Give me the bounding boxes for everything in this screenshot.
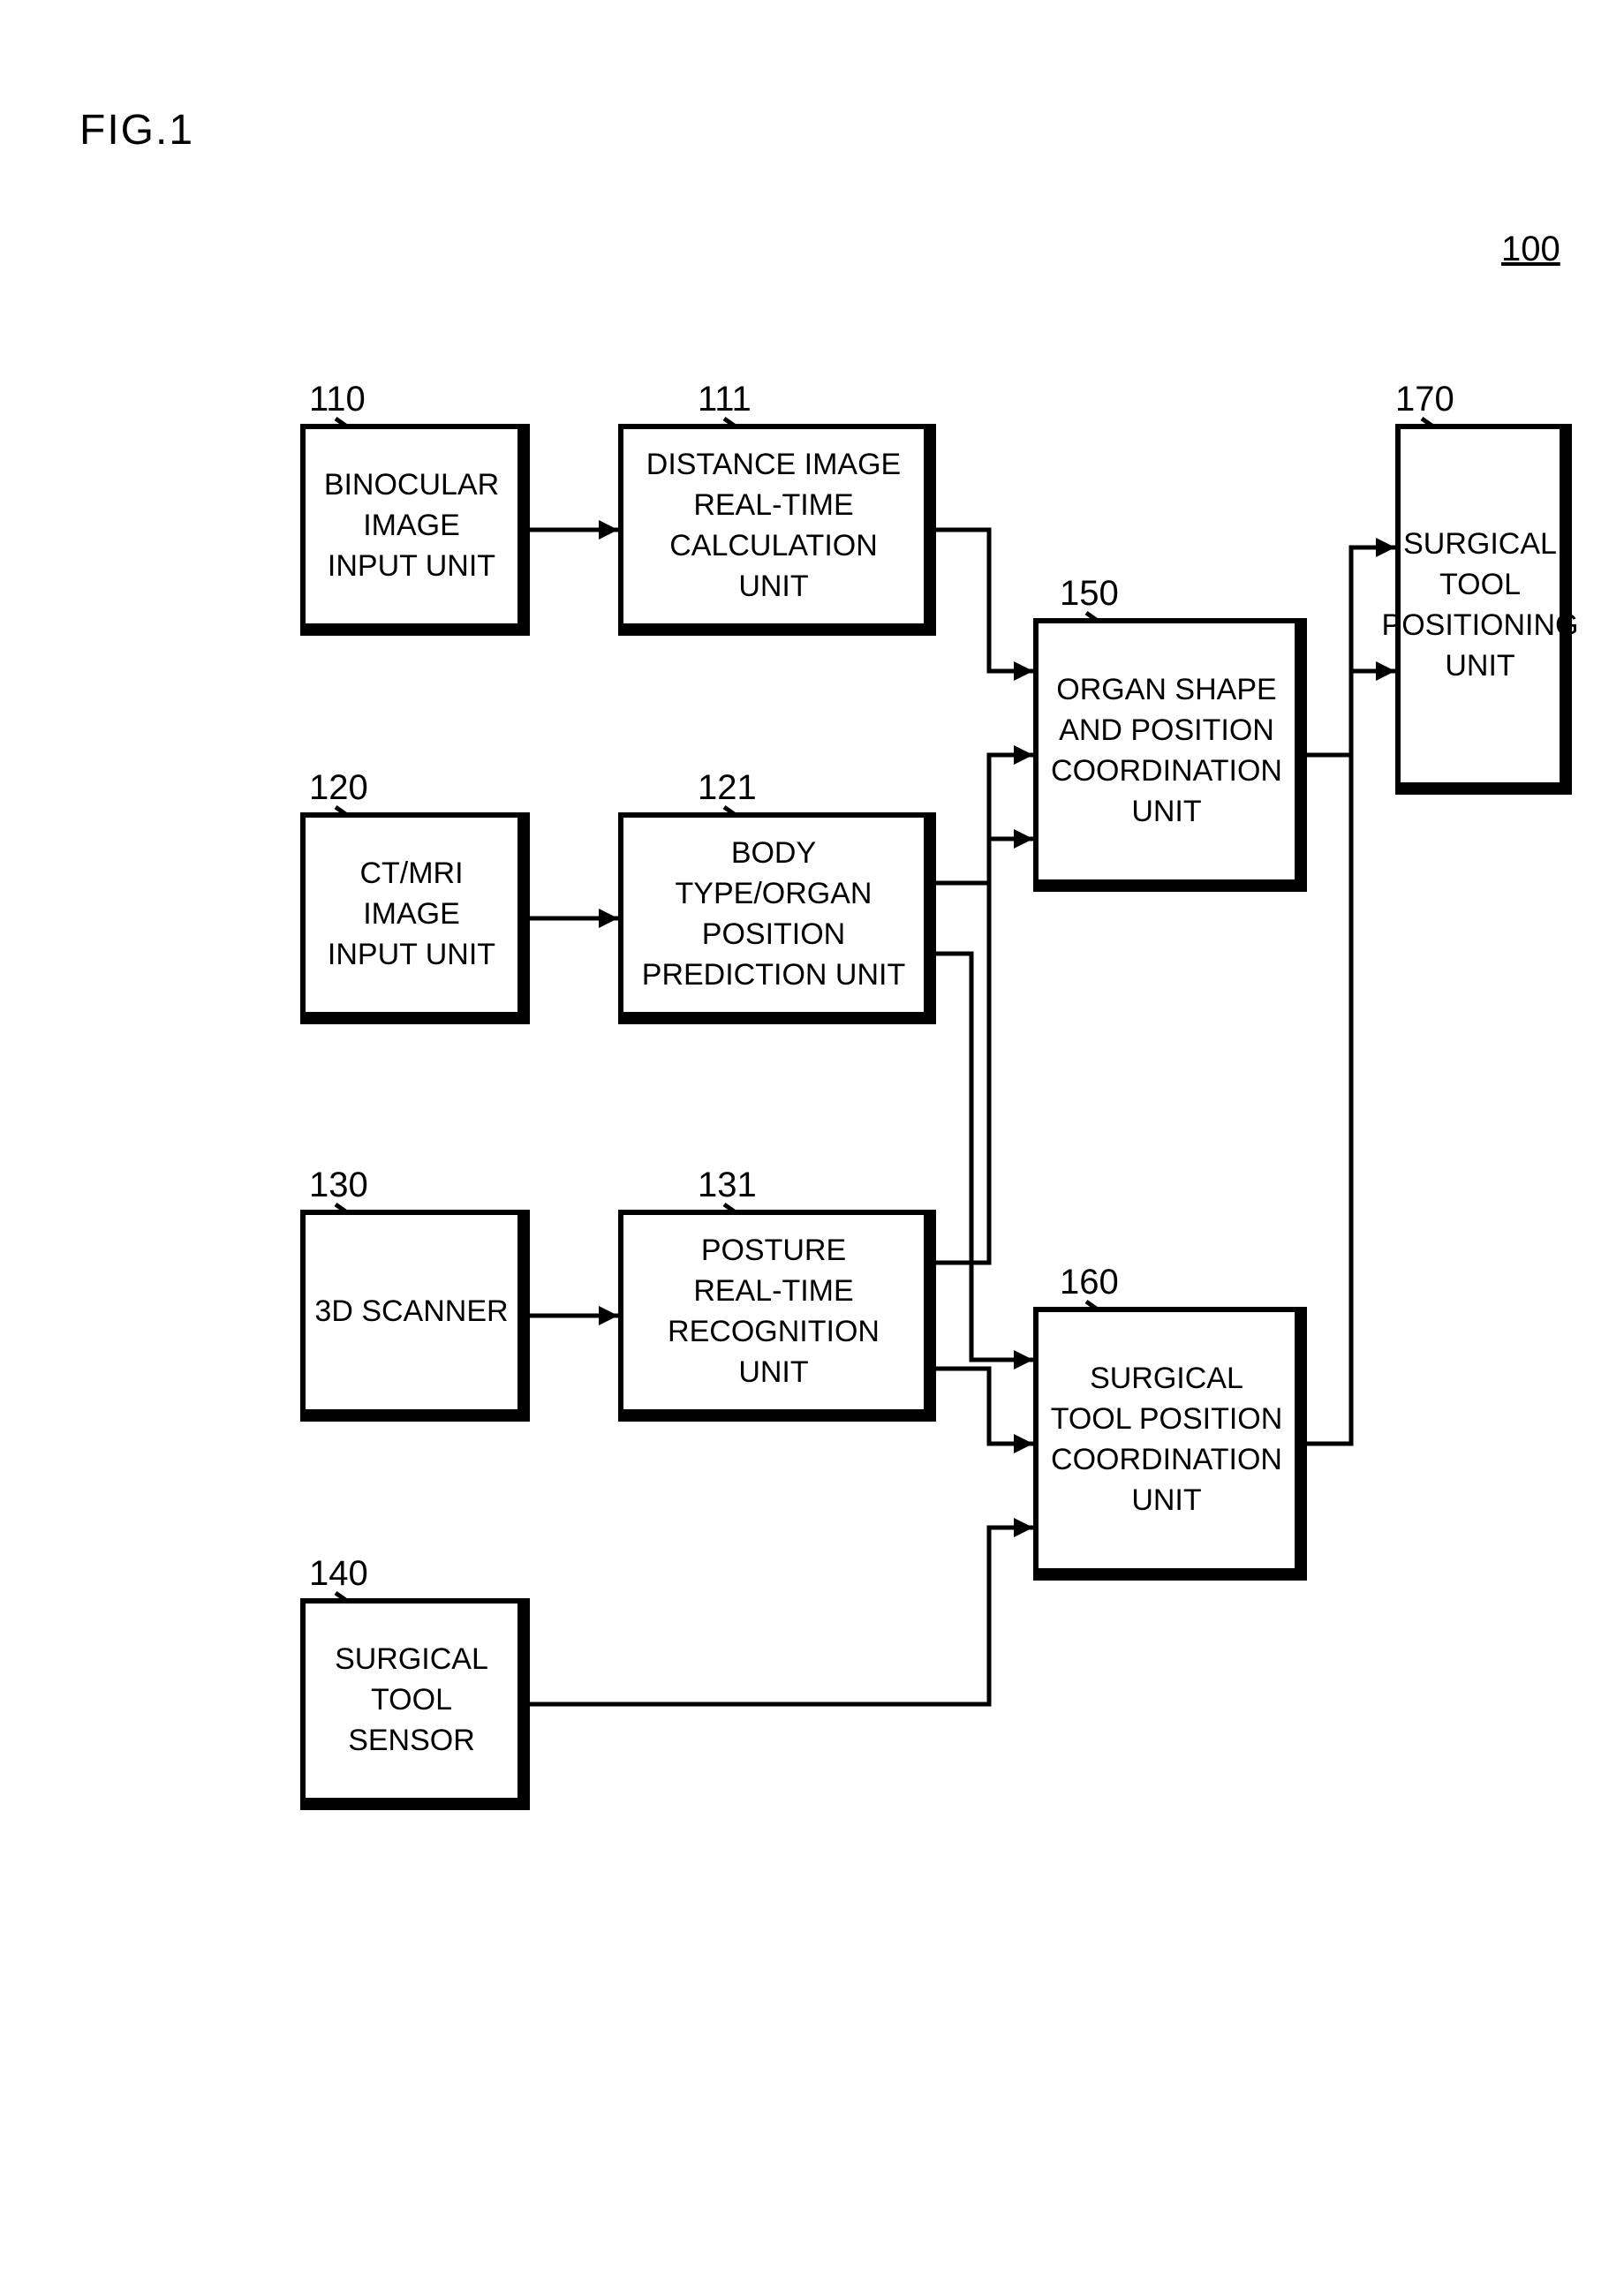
node-label: BODY TYPE/ORGAN POSITION PREDICTION UNIT bbox=[631, 834, 917, 996]
node-121: BODY TYPE/ORGAN POSITION PREDICTION UNIT bbox=[618, 812, 936, 1024]
edge-n131-n160 bbox=[936, 1369, 1033, 1444]
node-120: CT/MRI IMAGE INPUT UNIT bbox=[300, 812, 530, 1024]
edge-n160-n170 bbox=[1307, 671, 1395, 1444]
arrow-n131-n150 bbox=[1014, 829, 1033, 849]
node-label: BINOCULAR IMAGE INPUT UNIT bbox=[324, 465, 499, 587]
arrow-n111-n150 bbox=[1014, 661, 1033, 681]
arrow-n120-n121 bbox=[599, 909, 618, 928]
edge-n140-n160 bbox=[530, 1528, 1033, 1704]
arrow-n131-n160 bbox=[1014, 1434, 1033, 1453]
node-label: POSTURE REAL-TIME RECOGNITION UNIT bbox=[631, 1231, 917, 1393]
node-140: SURGICAL TOOL SENSOR bbox=[300, 1598, 530, 1810]
edge-n121-n160 bbox=[936, 954, 1033, 1360]
arrow-n121-n160 bbox=[1014, 1350, 1033, 1370]
node-label: ORGAN SHAPE AND POSITION COORDINATION UN… bbox=[1051, 670, 1282, 833]
ref-label-111: 111 bbox=[698, 380, 752, 419]
node-label: SURGICAL TOOL SENSOR bbox=[313, 1640, 510, 1762]
ref-label-160: 160 bbox=[1060, 1263, 1119, 1302]
node-label: CT/MRI IMAGE INPUT UNIT bbox=[328, 854, 495, 976]
node-170: SURGICAL TOOL POSITIONING UNIT bbox=[1395, 424, 1572, 795]
ref-label-140: 140 bbox=[309, 1554, 368, 1594]
ref-label-120: 120 bbox=[309, 768, 368, 808]
node-label: SURGICAL TOOL POSITIONING UNIT bbox=[1382, 524, 1579, 687]
ref-label-170: 170 bbox=[1395, 380, 1454, 419]
ref-label-110: 110 bbox=[309, 380, 366, 419]
node-130: 3D SCANNER bbox=[300, 1210, 530, 1422]
system-ref-label: 100 bbox=[1501, 230, 1560, 269]
node-label: 3D SCANNER bbox=[314, 1292, 508, 1332]
node-131: POSTURE REAL-TIME RECOGNITION UNIT bbox=[618, 1210, 936, 1422]
arrow-n130-n131 bbox=[599, 1306, 618, 1325]
ref-label-150: 150 bbox=[1060, 574, 1119, 614]
node-110: BINOCULAR IMAGE INPUT UNIT bbox=[300, 424, 530, 636]
arrow-n140-n160 bbox=[1014, 1518, 1033, 1537]
node-label: DISTANCE IMAGE REAL-TIME CALCULATION UNI… bbox=[631, 445, 917, 607]
figure-label: FIG.1 bbox=[79, 106, 194, 155]
node-111: DISTANCE IMAGE REAL-TIME CALCULATION UNI… bbox=[618, 424, 936, 636]
edge-n131-n150 bbox=[936, 839, 1033, 1263]
diagram-canvas: FIG.1 100 BINOCULAR IMAGE INPUT UNIT DIST… bbox=[0, 0, 1624, 2279]
edges-layer bbox=[0, 0, 1624, 2279]
ref-label-121: 121 bbox=[698, 768, 757, 808]
arrow-n121-n150 bbox=[1014, 745, 1033, 765]
node-150: ORGAN SHAPE AND POSITION COORDINATION UN… bbox=[1033, 618, 1307, 892]
edge-n121-n150 bbox=[936, 755, 1033, 883]
arrow-n110-n111 bbox=[599, 520, 618, 540]
ref-label-131: 131 bbox=[698, 1166, 757, 1205]
ref-label-130: 130 bbox=[309, 1166, 368, 1205]
edge-n111-n150 bbox=[936, 530, 1033, 671]
node-160: SURGICAL TOOL POSITION COORDINATION UNIT bbox=[1033, 1307, 1307, 1581]
node-label: SURGICAL TOOL POSITION COORDINATION UNIT bbox=[1051, 1359, 1283, 1521]
